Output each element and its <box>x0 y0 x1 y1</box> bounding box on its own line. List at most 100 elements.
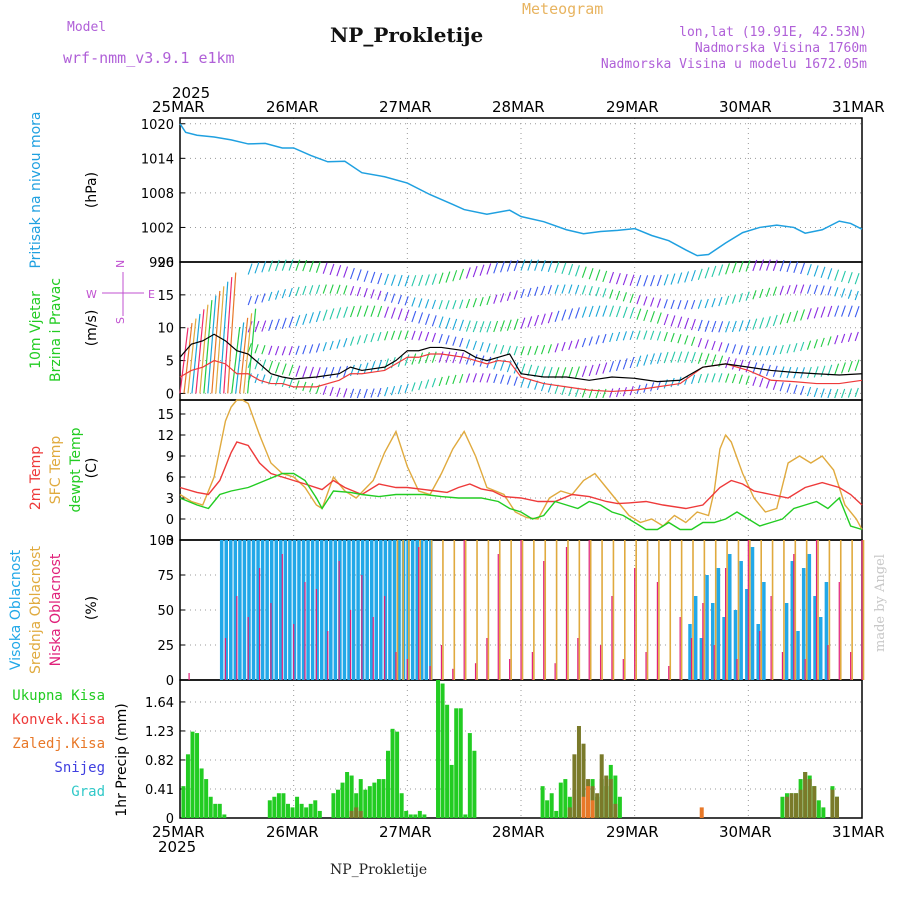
wind-barb <box>615 290 621 301</box>
wind-barb <box>215 286 225 394</box>
wind-barb <box>534 286 539 296</box>
wind-barb <box>219 281 229 394</box>
total-precip-bar <box>304 807 309 818</box>
y-tick-label: 996 <box>149 256 174 271</box>
wind-barb <box>704 339 709 349</box>
wind-barb <box>199 304 209 394</box>
mid-cloud-bar <box>669 540 672 680</box>
wind-barb <box>766 287 771 297</box>
wind-barb <box>779 366 785 378</box>
wind-barb <box>261 359 267 371</box>
conv-precip-bar <box>595 793 600 818</box>
low-cloud-bar <box>588 540 590 680</box>
total-precip-bar <box>208 796 213 818</box>
wind-barb <box>793 284 798 294</box>
wind-barb <box>431 273 437 285</box>
wind-barb <box>302 285 307 296</box>
total-precip-bar <box>422 814 427 818</box>
wind-barb <box>575 307 580 319</box>
wind-barb <box>438 272 444 284</box>
wind-barb <box>281 346 286 356</box>
y-tick-label: 9 <box>166 450 174 465</box>
low-cloud-bar <box>565 547 568 680</box>
high-cloud-bar <box>790 561 795 680</box>
wind-barb <box>759 288 764 299</box>
wind-barb <box>295 365 301 377</box>
total-precip-bar <box>317 810 322 818</box>
low-cloud-bar <box>634 568 636 680</box>
high-cloud-bar <box>279 540 283 680</box>
wind-barb <box>452 318 458 331</box>
wind-barb <box>704 298 709 309</box>
mid-cloud-bar <box>464 540 467 680</box>
wind-barb <box>847 332 853 343</box>
y-tick-label: 12 <box>157 429 174 444</box>
wind-barb <box>575 284 580 295</box>
wind-barb <box>547 285 552 295</box>
wind-barb <box>274 376 280 386</box>
high-cloud-bar <box>379 540 383 680</box>
wind-barb <box>377 272 383 285</box>
wind-barb <box>609 271 615 284</box>
high-cloud-bar <box>365 540 369 680</box>
y-tick-label: 15 <box>157 408 174 423</box>
wind-barb <box>418 274 424 287</box>
wind-speed-line <box>179 333 863 383</box>
wind-barb <box>677 351 683 363</box>
conv-precip-bar <box>807 779 812 818</box>
y-tick-label: 25 <box>157 639 174 654</box>
wind-barb <box>500 293 505 303</box>
y-tick-label: 0 <box>166 513 174 528</box>
high-cloud-bar <box>265 540 269 680</box>
wind-barb <box>513 259 519 272</box>
wind-barb <box>452 299 457 310</box>
wind-barb <box>315 261 321 273</box>
low-cloud-bar <box>304 582 306 680</box>
wind-barb <box>540 259 546 272</box>
wind-barb <box>588 364 594 377</box>
wind-barb <box>465 267 471 279</box>
wind-barb <box>834 388 839 399</box>
wind-barb <box>500 261 505 273</box>
y-tick-label: 0.82 <box>145 754 174 769</box>
wind-barb <box>697 268 703 280</box>
wind-barb <box>349 285 355 296</box>
wind-barb <box>479 373 484 383</box>
wind-barb <box>329 366 335 379</box>
high-cloud-bar <box>784 603 789 680</box>
model-name: wrf-nmm_v3.9.1 e1km <box>63 49 235 67</box>
total-precip-bar <box>367 786 372 818</box>
high-cloud-bar <box>801 568 806 680</box>
wind-barb <box>725 373 730 383</box>
precip-axis-label: 1hr Precip (mm) <box>114 703 130 816</box>
low-cloud-bar <box>781 652 784 680</box>
low-cloud-bar <box>315 589 317 680</box>
high-cloud-bar <box>750 547 755 680</box>
wind-barb <box>704 320 710 332</box>
wind-barb <box>793 310 799 322</box>
wind-barb <box>520 363 526 375</box>
total-precip-bar <box>285 803 290 818</box>
wind-barb <box>247 308 257 394</box>
total-precip-bar <box>267 800 272 818</box>
low-cloud-bar <box>611 596 613 680</box>
wind-barb <box>656 312 662 324</box>
wind-barb <box>322 309 328 321</box>
high-cloud-bar <box>415 540 419 680</box>
wind-barb <box>731 320 737 333</box>
wind-barb <box>302 313 308 325</box>
mid-cloud-bar <box>567 540 569 680</box>
wind-barb <box>363 362 369 374</box>
wind-barb <box>390 293 396 303</box>
mid-cloud-bar <box>714 540 717 680</box>
wind-barb <box>800 284 805 294</box>
high-cloud-bar <box>699 638 704 680</box>
wind-barb <box>711 354 717 366</box>
wind-barb <box>643 275 649 287</box>
wind-barb <box>650 275 655 287</box>
total-precip-bar <box>272 796 277 818</box>
y-tick-label: 0 <box>166 387 174 402</box>
wind-barb <box>820 388 825 398</box>
wind-barb <box>254 262 260 274</box>
high-cloud-bar <box>338 540 342 680</box>
